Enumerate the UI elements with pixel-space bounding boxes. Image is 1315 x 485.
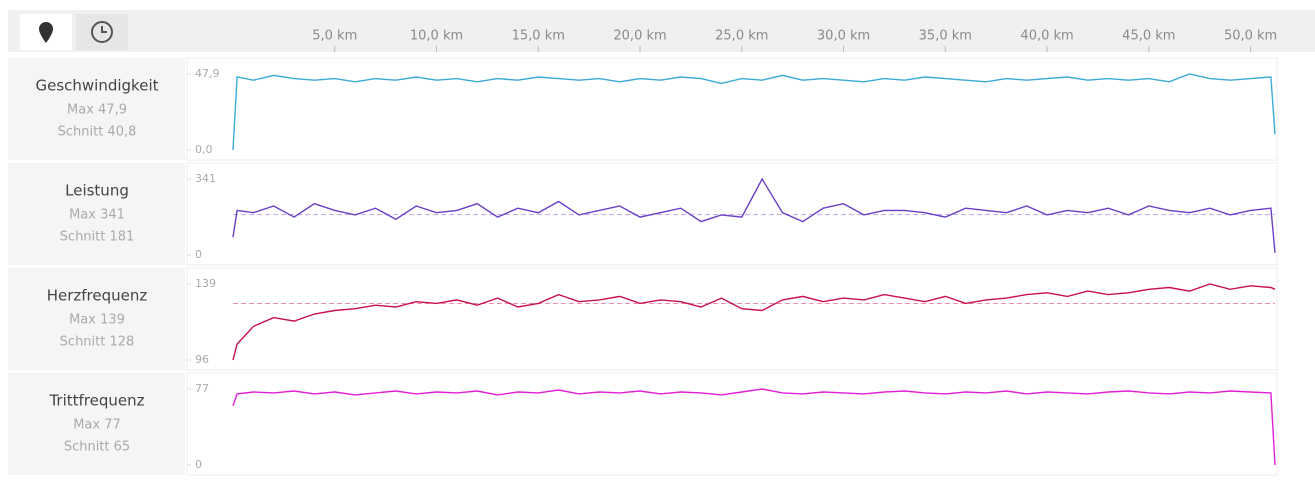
y-tick-label: 0: [195, 248, 202, 261]
y-tick-label: 0,0: [195, 143, 213, 156]
tab-time[interactable]: [76, 14, 128, 50]
metric-name: Herzfrequenz: [47, 287, 148, 305]
plot-panel: [186, 267, 1278, 371]
label-panel: [8, 163, 185, 265]
data-line: [232, 388, 1276, 466]
data-line: [232, 73, 1276, 151]
pin-icon: [39, 22, 53, 43]
x-tick-label: 10,0 km: [410, 29, 463, 44]
data-line: [232, 283, 1276, 361]
label-panel: [8, 373, 185, 475]
y-tick-label: 96: [195, 353, 209, 366]
metric-name: Trittfrequenz: [48, 392, 144, 410]
metric-average: Schnitt 65: [64, 440, 130, 455]
x-tick-label: 5,0 km: [312, 29, 357, 44]
x-tick-label: 40,0 km: [1020, 29, 1073, 44]
y-tick-label: 0: [195, 458, 202, 471]
y-tick-label: 341: [195, 172, 216, 185]
x-tick-label: 45,0 km: [1122, 29, 1175, 44]
y-tick-label: 139: [195, 277, 216, 290]
clock-icon: [91, 21, 113, 43]
y-tick-label: 77: [195, 382, 209, 395]
x-tick-label: 30,0 km: [817, 29, 870, 44]
x-tick-label: 50,0 km: [1224, 29, 1277, 44]
x-tick-label: 25,0 km: [715, 29, 768, 44]
tab-location[interactable]: [20, 14, 72, 50]
x-tick-label: 15,0 km: [512, 29, 565, 44]
plot-panel: [186, 372, 1278, 476]
x-tick-label: 20,0 km: [613, 29, 666, 44]
metric-average: Schnitt 40,8: [58, 125, 137, 140]
data-line: [232, 177, 1276, 253]
header-bar: [8, 10, 1315, 52]
metric-max: Max 139: [69, 313, 125, 328]
metric-max: Max 77: [73, 418, 121, 433]
metric-average: Schnitt 128: [60, 335, 135, 350]
y-tick-label: 47,9: [195, 67, 220, 80]
metric-max: Max 341: [69, 208, 125, 223]
label-panel: [8, 268, 185, 370]
label-panel: [8, 58, 185, 160]
metric-name: Geschwindigkeit: [35, 77, 158, 95]
plot-panel: [186, 57, 1278, 161]
clock-hands: [101, 26, 107, 33]
metric-average: Schnitt 181: [60, 230, 135, 245]
plot-panel: [186, 162, 1278, 266]
x-tick-label: 35,0 km: [919, 29, 972, 44]
metric-max: Max 47,9: [67, 103, 127, 118]
metric-name: Leistung: [65, 182, 129, 200]
